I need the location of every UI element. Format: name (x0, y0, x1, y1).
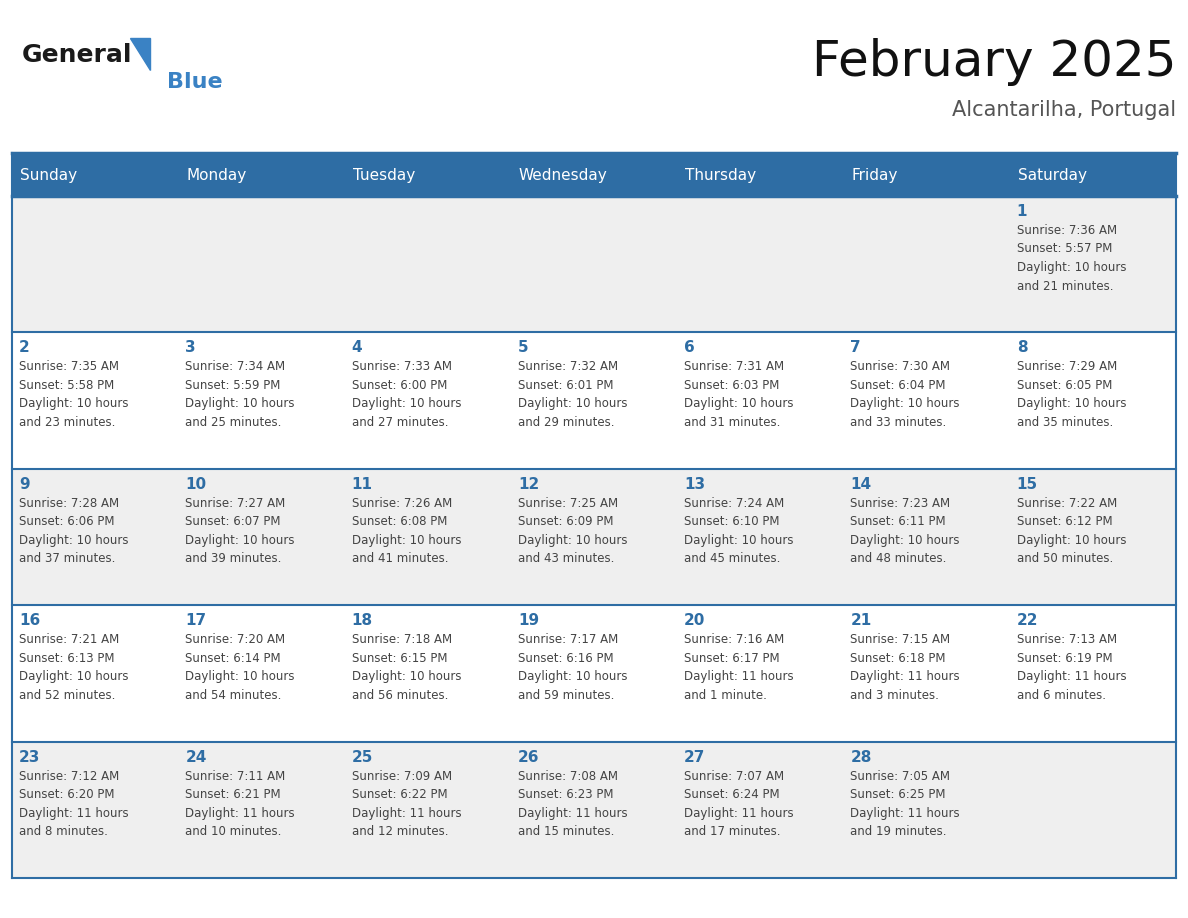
Text: Sunday: Sunday (20, 168, 77, 183)
Text: Sunrise: 7:09 AM
Sunset: 6:22 PM
Daylight: 11 hours
and 12 minutes.: Sunrise: 7:09 AM Sunset: 6:22 PM Dayligh… (352, 769, 461, 838)
FancyBboxPatch shape (12, 605, 1176, 742)
Text: 1: 1 (1017, 204, 1028, 219)
FancyBboxPatch shape (12, 155, 1176, 196)
Text: Alcantarilha, Portugal: Alcantarilha, Portugal (952, 100, 1176, 120)
Text: 27: 27 (684, 750, 706, 765)
Text: Sunrise: 7:32 AM
Sunset: 6:01 PM
Daylight: 10 hours
and 29 minutes.: Sunrise: 7:32 AM Sunset: 6:01 PM Dayligh… (518, 361, 627, 429)
Text: Sunrise: 7:11 AM
Sunset: 6:21 PM
Daylight: 11 hours
and 10 minutes.: Sunrise: 7:11 AM Sunset: 6:21 PM Dayligh… (185, 769, 295, 838)
Text: Sunrise: 7:21 AM
Sunset: 6:13 PM
Daylight: 10 hours
and 52 minutes.: Sunrise: 7:21 AM Sunset: 6:13 PM Dayligh… (19, 633, 128, 701)
Text: Sunrise: 7:12 AM
Sunset: 6:20 PM
Daylight: 11 hours
and 8 minutes.: Sunrise: 7:12 AM Sunset: 6:20 PM Dayligh… (19, 769, 128, 838)
Text: 20: 20 (684, 613, 706, 628)
Text: Monday: Monday (187, 168, 247, 183)
Text: 28: 28 (851, 750, 872, 765)
Text: Blue: Blue (168, 72, 222, 92)
Text: 15: 15 (1017, 476, 1038, 492)
Text: 26: 26 (518, 750, 539, 765)
Text: Thursday: Thursday (685, 168, 757, 183)
Text: Sunrise: 7:05 AM
Sunset: 6:25 PM
Daylight: 11 hours
and 19 minutes.: Sunrise: 7:05 AM Sunset: 6:25 PM Dayligh… (851, 769, 960, 838)
Text: 10: 10 (185, 476, 207, 492)
Text: 8: 8 (1017, 341, 1028, 355)
Text: Sunrise: 7:29 AM
Sunset: 6:05 PM
Daylight: 10 hours
and 35 minutes.: Sunrise: 7:29 AM Sunset: 6:05 PM Dayligh… (1017, 361, 1126, 429)
Text: 7: 7 (851, 341, 861, 355)
Polygon shape (129, 38, 150, 70)
FancyBboxPatch shape (12, 332, 1176, 469)
Text: 14: 14 (851, 476, 872, 492)
Text: Sunrise: 7:35 AM
Sunset: 5:58 PM
Daylight: 10 hours
and 23 minutes.: Sunrise: 7:35 AM Sunset: 5:58 PM Dayligh… (19, 361, 128, 429)
Text: Sunrise: 7:07 AM
Sunset: 6:24 PM
Daylight: 11 hours
and 17 minutes.: Sunrise: 7:07 AM Sunset: 6:24 PM Dayligh… (684, 769, 794, 838)
Text: General: General (23, 43, 133, 67)
FancyBboxPatch shape (12, 742, 1176, 878)
Text: Sunrise: 7:26 AM
Sunset: 6:08 PM
Daylight: 10 hours
and 41 minutes.: Sunrise: 7:26 AM Sunset: 6:08 PM Dayligh… (352, 497, 461, 565)
Text: Sunrise: 7:27 AM
Sunset: 6:07 PM
Daylight: 10 hours
and 39 minutes.: Sunrise: 7:27 AM Sunset: 6:07 PM Dayligh… (185, 497, 295, 565)
Text: 18: 18 (352, 613, 373, 628)
Text: Sunrise: 7:25 AM
Sunset: 6:09 PM
Daylight: 10 hours
and 43 minutes.: Sunrise: 7:25 AM Sunset: 6:09 PM Dayligh… (518, 497, 627, 565)
Text: Tuesday: Tuesday (353, 168, 415, 183)
Text: Friday: Friday (852, 168, 898, 183)
Text: 4: 4 (352, 341, 362, 355)
Text: Sunrise: 7:30 AM
Sunset: 6:04 PM
Daylight: 10 hours
and 33 minutes.: Sunrise: 7:30 AM Sunset: 6:04 PM Dayligh… (851, 361, 960, 429)
Text: 13: 13 (684, 476, 706, 492)
Text: 17: 17 (185, 613, 207, 628)
Text: Sunrise: 7:33 AM
Sunset: 6:00 PM
Daylight: 10 hours
and 27 minutes.: Sunrise: 7:33 AM Sunset: 6:00 PM Dayligh… (352, 361, 461, 429)
Text: Sunrise: 7:24 AM
Sunset: 6:10 PM
Daylight: 10 hours
and 45 minutes.: Sunrise: 7:24 AM Sunset: 6:10 PM Dayligh… (684, 497, 794, 565)
Text: Sunrise: 7:31 AM
Sunset: 6:03 PM
Daylight: 10 hours
and 31 minutes.: Sunrise: 7:31 AM Sunset: 6:03 PM Dayligh… (684, 361, 794, 429)
Text: Sunrise: 7:23 AM
Sunset: 6:11 PM
Daylight: 10 hours
and 48 minutes.: Sunrise: 7:23 AM Sunset: 6:11 PM Dayligh… (851, 497, 960, 565)
Text: 2: 2 (19, 341, 30, 355)
Text: 24: 24 (185, 750, 207, 765)
Text: Sunrise: 7:34 AM
Sunset: 5:59 PM
Daylight: 10 hours
and 25 minutes.: Sunrise: 7:34 AM Sunset: 5:59 PM Dayligh… (185, 361, 295, 429)
Text: Sunrise: 7:16 AM
Sunset: 6:17 PM
Daylight: 11 hours
and 1 minute.: Sunrise: 7:16 AM Sunset: 6:17 PM Dayligh… (684, 633, 794, 701)
Text: 6: 6 (684, 341, 695, 355)
Text: Sunrise: 7:36 AM
Sunset: 5:57 PM
Daylight: 10 hours
and 21 minutes.: Sunrise: 7:36 AM Sunset: 5:57 PM Dayligh… (1017, 224, 1126, 293)
Text: 19: 19 (518, 613, 539, 628)
Text: Sunrise: 7:18 AM
Sunset: 6:15 PM
Daylight: 10 hours
and 56 minutes.: Sunrise: 7:18 AM Sunset: 6:15 PM Dayligh… (352, 633, 461, 701)
Text: 3: 3 (185, 341, 196, 355)
Text: Sunrise: 7:22 AM
Sunset: 6:12 PM
Daylight: 10 hours
and 50 minutes.: Sunrise: 7:22 AM Sunset: 6:12 PM Dayligh… (1017, 497, 1126, 565)
Text: 25: 25 (352, 750, 373, 765)
Text: 12: 12 (518, 476, 539, 492)
Text: 23: 23 (19, 750, 40, 765)
Text: Sunrise: 7:17 AM
Sunset: 6:16 PM
Daylight: 10 hours
and 59 minutes.: Sunrise: 7:17 AM Sunset: 6:16 PM Dayligh… (518, 633, 627, 701)
Text: 22: 22 (1017, 613, 1038, 628)
FancyBboxPatch shape (12, 196, 1176, 332)
Text: Saturday: Saturday (1018, 168, 1087, 183)
Text: 16: 16 (19, 613, 40, 628)
Text: Wednesday: Wednesday (519, 168, 607, 183)
Text: 9: 9 (19, 476, 30, 492)
Text: 5: 5 (518, 341, 529, 355)
Text: 11: 11 (352, 476, 373, 492)
FancyBboxPatch shape (12, 469, 1176, 605)
Text: 21: 21 (851, 613, 872, 628)
Text: Sunrise: 7:08 AM
Sunset: 6:23 PM
Daylight: 11 hours
and 15 minutes.: Sunrise: 7:08 AM Sunset: 6:23 PM Dayligh… (518, 769, 627, 838)
Text: Sunrise: 7:20 AM
Sunset: 6:14 PM
Daylight: 10 hours
and 54 minutes.: Sunrise: 7:20 AM Sunset: 6:14 PM Dayligh… (185, 633, 295, 701)
Text: Sunrise: 7:28 AM
Sunset: 6:06 PM
Daylight: 10 hours
and 37 minutes.: Sunrise: 7:28 AM Sunset: 6:06 PM Dayligh… (19, 497, 128, 565)
Text: Sunrise: 7:15 AM
Sunset: 6:18 PM
Daylight: 11 hours
and 3 minutes.: Sunrise: 7:15 AM Sunset: 6:18 PM Dayligh… (851, 633, 960, 701)
Text: February 2025: February 2025 (811, 38, 1176, 86)
Text: Sunrise: 7:13 AM
Sunset: 6:19 PM
Daylight: 11 hours
and 6 minutes.: Sunrise: 7:13 AM Sunset: 6:19 PM Dayligh… (1017, 633, 1126, 701)
